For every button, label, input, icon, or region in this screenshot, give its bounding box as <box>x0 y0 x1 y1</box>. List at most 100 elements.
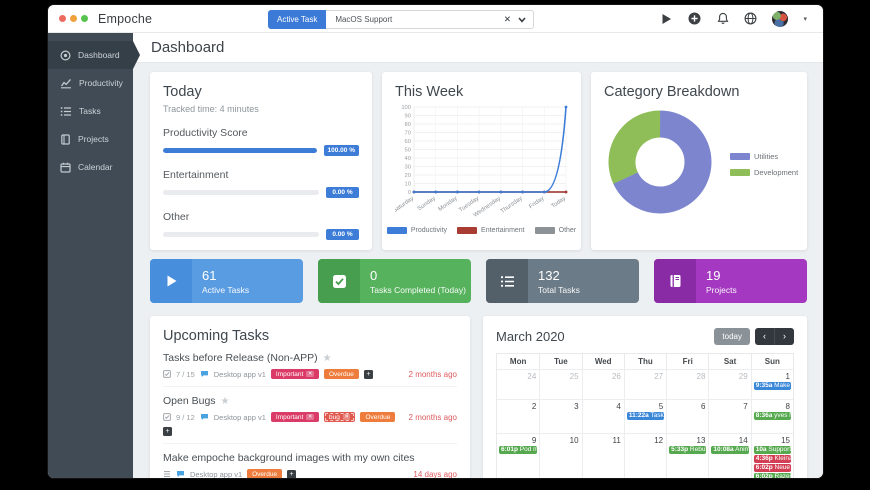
calendar-day-cell[interactable]: 12 <box>623 432 667 478</box>
svg-text:10: 10 <box>405 182 411 188</box>
calendar-day-cell[interactable]: 10 <box>539 432 582 478</box>
calendar-event[interactable]: 6:02p Razer Fol <box>753 472 791 478</box>
calendar-day-cell[interactable]: 4 <box>581 398 624 433</box>
metric-progress-track <box>163 190 319 195</box>
calendar-event[interactable]: 6:02p Neue Pass <box>753 463 791 472</box>
stat-value: 19 <box>706 267 721 283</box>
add-circle-icon[interactable] <box>688 12 701 25</box>
zoom-window-button[interactable] <box>81 15 88 22</box>
calendar-date: 1 <box>785 371 790 381</box>
minimize-window-button[interactable] <box>70 15 77 22</box>
tag-badge-overdue[interactable]: Overdue <box>360 412 396 422</box>
stat-card-active-tasks[interactable]: 61 Active Tasks <box>150 259 303 303</box>
stat-card-projects[interactable]: 19 Projects <box>654 259 807 303</box>
calendar-day-cell[interactable]: 3 <box>539 398 582 433</box>
calendar-day-cell[interactable]: 11 <box>581 432 624 478</box>
calendar-day-cell[interactable]: 24 <box>497 368 540 399</box>
calendar-day-cell[interactable]: 19:35a Make emp <box>750 368 793 399</box>
calendar-next-button[interactable]: › <box>774 328 794 345</box>
play-icon[interactable] <box>660 12 673 25</box>
calendar-day-cell[interactable]: 29 <box>708 368 751 399</box>
star-icon[interactable]: ★ <box>322 353 332 364</box>
stat-card-tasks-completed-today-[interactable]: 0 Tasks Completed (Today) <box>318 259 471 303</box>
calendar-day-cell[interactable]: 26 <box>581 368 624 399</box>
calendar-day-cell[interactable]: 2 <box>497 398 540 433</box>
chevron-down-icon[interactable] <box>518 16 526 23</box>
chat-icon <box>176 470 185 478</box>
stat-label: Tasks Completed (Today) <box>370 284 466 295</box>
sidebar-item-projects[interactable]: Projects <box>48 125 133 153</box>
tag-badge-important[interactable]: Important ✕ <box>270 369 319 379</box>
remove-tag-icon[interactable]: ✕ <box>342 414 351 420</box>
clear-task-icon[interactable]: ✕ <box>503 14 511 24</box>
bell-icon[interactable] <box>716 12 729 25</box>
calendar-event[interactable]: 10:08a Animated <box>711 445 749 454</box>
calendar-event[interactable]: 11:22a Tasks bef <box>626 411 665 420</box>
page-header: Dashboard <box>133 33 823 63</box>
legend-label: Other <box>558 227 577 234</box>
metric-label: Other <box>163 211 190 223</box>
task-progress: 9 / 12 <box>176 412 195 422</box>
calendar-day-cell[interactable]: 28 <box>666 368 709 399</box>
task-row[interactable]: Open Bugs ★ 9 / 12 Desktop app v1 Important ✕… <box>163 387 457 444</box>
tag-badge-overdue[interactable]: Overdue <box>323 369 359 379</box>
metric-label: Productivity Score <box>163 127 248 139</box>
chat-icon <box>200 413 209 421</box>
week-chart-title: This Week <box>395 84 464 100</box>
task-row[interactable]: Tasks before Release (Non-APP) ★ 7 / 15 Des… <box>163 344 457 387</box>
calendar-day-cell[interactable]: 25 <box>539 368 582 399</box>
tag-badge-important[interactable]: Important ✕ <box>270 412 319 422</box>
sidebar-item-dashboard[interactable]: Dashboard <box>48 41 133 69</box>
account-caret-icon[interactable]: ▾ <box>803 15 807 23</box>
app-title: Empoche <box>98 11 153 26</box>
calendar-day-cell[interactable]: 511:22a Tasks bef <box>623 398 667 433</box>
day-header-tue: Tue <box>539 353 581 369</box>
calendar-day-cell[interactable]: 7 <box>708 398 751 433</box>
task-row[interactable]: Make empoche background images with my o… <box>163 444 457 478</box>
close-window-button[interactable] <box>59 15 66 22</box>
sidebar-item-label: Dashboard <box>78 50 120 60</box>
add-tag-button[interactable]: + <box>363 369 373 379</box>
metric-percent-badge: 100.00 % <box>323 145 359 156</box>
stat-card-total-tasks[interactable]: 132 Total Tasks <box>486 259 639 303</box>
calendar-prev-button[interactable]: ‹ <box>755 328 774 345</box>
tag-badge-bug[interactable]: bug ✕ <box>323 412 356 422</box>
remove-tag-icon[interactable]: ✕ <box>306 414 314 420</box>
calendar-day-cell[interactable]: 27 <box>623 368 667 399</box>
calendar-day-cell[interactable]: 6 <box>666 398 709 433</box>
active-task-select[interactable]: MacOS Support ✕ <box>326 10 534 29</box>
check-icon <box>332 274 347 289</box>
week-chart-legend: Productivity Entertainment Other <box>386 227 576 234</box>
sidebar-item-tasks[interactable]: Tasks <box>48 97 133 125</box>
calendar-day-cell[interactable]: 96:01p Pod mit B <box>497 432 540 478</box>
calendar-event[interactable]: 8:36a yves hejlp <box>753 411 791 420</box>
calendar-day-cell[interactable]: 135:33p Rebuild g <box>666 432 709 478</box>
legend-label: Utilities <box>754 152 779 161</box>
calendar-event[interactable]: 6:01p Pod mit B <box>499 445 538 454</box>
tracked-time: Tracked time: 4 minutes <box>163 104 259 114</box>
user-avatar[interactable] <box>772 10 789 27</box>
calendar-today-button[interactable]: today <box>714 328 750 345</box>
svg-text:Sunday: Sunday <box>417 196 437 213</box>
add-tag-button[interactable]: + <box>287 469 297 478</box>
calendar-event[interactable]: 4:36p Kleinanze <box>753 454 791 463</box>
star-icon[interactable]: ★ <box>220 396 230 407</box>
calendar-event[interactable]: 9:35a Make emp <box>753 381 791 390</box>
category-card-title: Category Breakdown <box>604 84 740 100</box>
calendar-day-cell[interactable]: 88:36a yves hejlp <box>750 398 793 433</box>
calendar-event[interactable]: 10a Support <box>753 445 791 454</box>
sidebar-item-calendar[interactable]: Calendar <box>48 153 133 181</box>
legend-item-productivity: Productivity <box>386 227 447 234</box>
calendar-event[interactable]: 5:33p Rebuild g <box>669 445 707 454</box>
tag-badge-overdue[interactable]: Overdue <box>247 469 283 478</box>
add-tag-button[interactable]: + <box>163 427 172 436</box>
metric-percent-badge: 0.00 % <box>326 187 359 198</box>
globe-icon[interactable] <box>744 12 757 25</box>
sidebar-item-label: Productivity <box>79 78 123 88</box>
remove-tag-icon[interactable]: ✕ <box>306 371 314 377</box>
sidebar-item-productivity[interactable]: Productivity <box>48 69 133 97</box>
